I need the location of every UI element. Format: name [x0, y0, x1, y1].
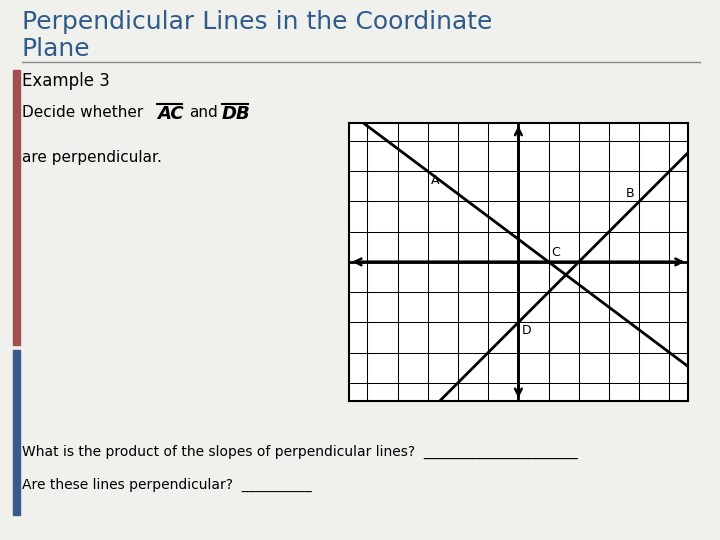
Text: AC: AC	[157, 105, 184, 123]
Bar	[13, 350, 20, 515]
Text: Example 3: Example 3	[22, 72, 110, 90]
Text: DB: DB	[222, 105, 251, 123]
Text: Decide whether: Decide whether	[22, 105, 143, 120]
Text: What is the product of the slopes of perpendicular lines?  _____________________: What is the product of the slopes of per…	[22, 445, 578, 459]
Text: are perpendicular.: are perpendicular.	[22, 150, 162, 165]
Text: D: D	[521, 324, 531, 337]
Text: and: and	[189, 105, 217, 120]
Text: Perpendicular Lines in the Coordinate: Perpendicular Lines in the Coordinate	[22, 10, 492, 34]
Text: C: C	[552, 246, 560, 260]
Text: Plane: Plane	[22, 37, 91, 61]
Text: B: B	[626, 187, 634, 200]
Bar	[13, 70, 20, 345]
Text: Are these lines perpendicular?  __________: Are these lines perpendicular? _________…	[22, 478, 312, 492]
Text: A: A	[431, 174, 439, 187]
